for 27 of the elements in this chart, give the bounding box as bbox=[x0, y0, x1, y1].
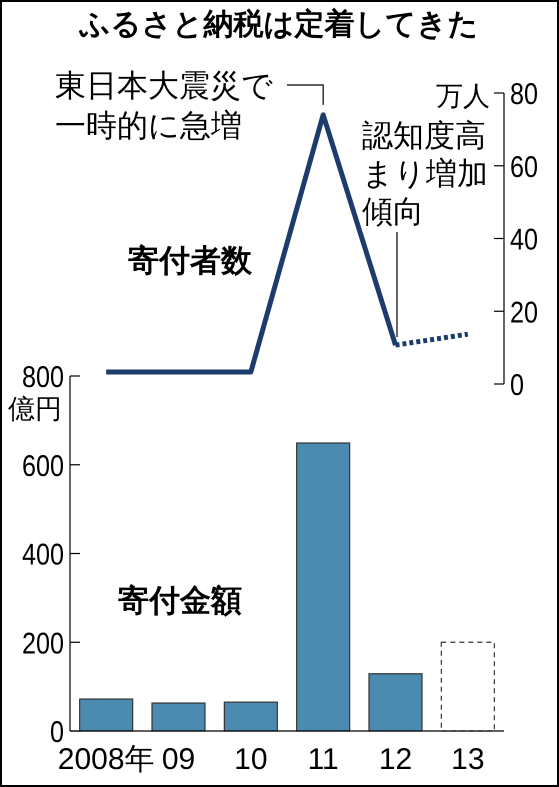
bar bbox=[296, 442, 350, 732]
bar bbox=[224, 702, 278, 732]
x-tick-label: 11 bbox=[308, 743, 339, 776]
y-tick-label: 0 bbox=[510, 369, 527, 402]
y-tick-label: 60 bbox=[510, 150, 544, 184]
x-tick-label: 12 bbox=[378, 743, 412, 776]
y-axis-title: 万人 bbox=[436, 81, 490, 111]
bar bbox=[79, 698, 134, 732]
x-tick-label: 10 bbox=[234, 743, 268, 776]
bar bbox=[368, 673, 423, 732]
y-tick-label: 40 bbox=[510, 224, 544, 256]
series-label: 寄付金額 bbox=[118, 583, 242, 618]
y-tick-label: 200 bbox=[22, 627, 72, 660]
bar bbox=[151, 702, 206, 732]
y-tick-label: 600 bbox=[22, 450, 72, 483]
series-label: 寄付者数 bbox=[128, 243, 253, 278]
y-tick-label: 80 bbox=[510, 78, 544, 111]
x-tick-label: 09 bbox=[162, 743, 196, 776]
annotation: 認知度高まり増加傾向 bbox=[362, 118, 488, 229]
y-tick-label: 20 bbox=[510, 296, 544, 330]
y-tick-label: 800 bbox=[22, 361, 72, 394]
x-tick-label: 13 bbox=[451, 743, 485, 776]
bar bbox=[440, 642, 495, 732]
chart-title: ふるさと納税は定着してきた bbox=[78, 7, 478, 41]
annotation: 東日本大震災で一時的に急増 bbox=[55, 68, 273, 143]
y-tick-label: 400 bbox=[22, 538, 72, 572]
y-axis-title: 億円 bbox=[8, 394, 62, 424]
